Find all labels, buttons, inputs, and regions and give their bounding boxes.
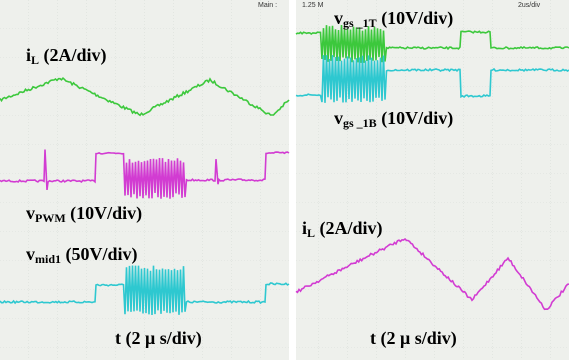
trace-label: vgs _1B (10V/div)	[334, 108, 453, 131]
trace-label: vgs _1T (10V/div)	[334, 8, 453, 31]
trace-label: iL (2A/div)	[26, 45, 107, 68]
trace-label: vPWM (10V/div)	[26, 203, 142, 226]
header: Main :	[258, 2, 277, 9]
time-scale: t (2 μ s/div)	[115, 328, 202, 349]
time-scale: t (2 μ s/div)	[370, 328, 457, 349]
trace-label: vmid1 (50V/div)	[26, 244, 138, 267]
header: 1.25 M	[302, 2, 323, 9]
separator	[289, 0, 296, 360]
figure: Main : 1.25 M 2us/div iL (2A/div) vPWM (…	[0, 0, 569, 360]
header: 2us/div	[518, 2, 540, 9]
trace-label: iL (2A/div)	[302, 218, 383, 241]
